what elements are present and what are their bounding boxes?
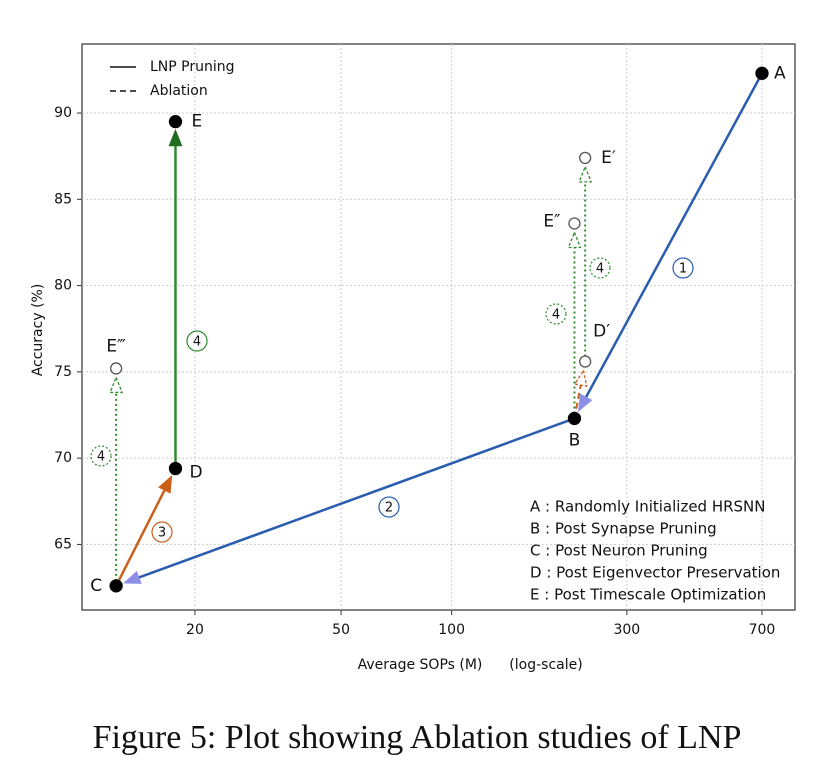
step-circle: [378, 496, 400, 518]
step-circle: [186, 330, 208, 352]
x-tick-label: 700: [749, 622, 776, 638]
x-axis-label: Average SOPs (M): [358, 657, 483, 673]
point: [579, 151, 592, 165]
key-entry: B : Post Synapse Pruning: [530, 520, 717, 538]
point: [109, 362, 123, 375]
point: [579, 355, 592, 368]
point-label: E‴: [106, 336, 126, 356]
point: [567, 411, 582, 426]
x-tick-label: 20: [186, 622, 204, 638]
x-tick-label: 50: [332, 622, 350, 638]
step-label: 4: [552, 308, 560, 323]
point-label: C: [90, 576, 102, 596]
step-circle: [151, 521, 173, 543]
plot-frame: [81, 43, 796, 611]
point-label: D′: [593, 322, 610, 342]
point: [109, 579, 123, 593]
step-circle: [90, 445, 112, 467]
point: [168, 461, 183, 476]
x-axis-note: (log-scale): [509, 657, 582, 673]
y-axis-label: Accuracy (%): [30, 284, 46, 377]
y-tick-label: 85: [54, 191, 72, 207]
point: [568, 217, 581, 230]
arrow-head: [578, 165, 593, 183]
step-label: 4: [596, 262, 604, 277]
point-label: D: [189, 463, 202, 483]
key-entry: A : Randomly Initialized HRSNN: [530, 498, 766, 516]
step-label: 4: [193, 335, 201, 350]
y-tick-label: 70: [54, 450, 72, 466]
key-entry: D : Post Eigenvector Preservation: [530, 564, 780, 582]
arrow-line: [584, 72, 764, 398]
arrow-head: [168, 128, 183, 147]
step-circle: [589, 257, 611, 279]
point: [168, 115, 183, 129]
step-label: 1: [679, 262, 687, 277]
y-tick-label: 80: [54, 278, 72, 294]
point-label: B: [569, 430, 581, 450]
point-label: A: [774, 63, 786, 83]
point-label: E: [191, 112, 202, 132]
arrow-head: [158, 474, 173, 494]
step-label: 2: [385, 501, 393, 516]
x-tick-label: 300: [613, 622, 640, 638]
key-entry: C : Post Neuron Pruning: [530, 542, 708, 560]
y-tick-label: 75: [54, 364, 72, 380]
step-label: 4: [97, 450, 105, 465]
point: [755, 66, 769, 80]
step-circle: [545, 303, 567, 325]
point-label: E′: [601, 148, 616, 168]
arrow-head: [577, 393, 593, 413]
arrow-head: [567, 230, 582, 249]
key-entry: E : Post Timescale Optimization: [530, 586, 766, 604]
step-label: 3: [158, 526, 166, 541]
point-label: E″: [543, 211, 560, 231]
x-tick-label: 100: [438, 622, 465, 638]
y-tick-label: 65: [54, 536, 72, 552]
arrow-head: [109, 375, 124, 394]
arrow-line: [115, 489, 166, 587]
y-tick-label: 90: [54, 105, 72, 121]
arrow-head: [573, 368, 588, 388]
arrow-line: [138, 417, 575, 579]
arrow-head: [122, 570, 142, 584]
step-circle: [672, 257, 694, 279]
legend-label: Ablation: [150, 83, 208, 99]
caption: Figure 5: Plot showing Ablation studies …: [93, 719, 742, 756]
legend-label: LNP Pruning: [150, 59, 235, 75]
